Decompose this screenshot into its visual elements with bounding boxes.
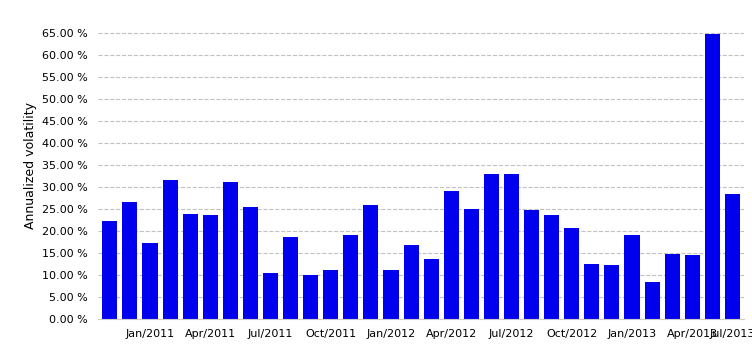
Bar [162,180,177,319]
Bar [484,174,499,319]
Bar [685,255,700,319]
Y-axis label: Annualized volatility: Annualized volatility [23,102,37,229]
Bar [283,237,298,319]
Bar [344,235,359,319]
Bar [544,215,559,319]
Bar [605,265,620,319]
Bar [464,209,479,319]
Bar [444,191,459,319]
Bar [223,182,238,319]
Bar [423,260,438,319]
Bar [123,202,138,319]
Bar [142,243,157,319]
Bar [384,270,399,319]
Bar [504,174,519,319]
Bar [102,221,117,319]
Bar [584,264,599,319]
Bar [183,214,198,319]
Bar [323,270,338,319]
Bar [725,194,740,319]
Bar [404,245,419,319]
Bar [624,235,639,319]
Bar [203,215,218,319]
Bar [524,210,539,319]
Bar [665,254,680,319]
Bar [363,205,378,319]
Bar [644,282,660,319]
Bar [263,273,278,319]
Bar [705,34,720,319]
Bar [243,207,258,319]
Bar [303,275,318,319]
Bar [564,228,579,319]
